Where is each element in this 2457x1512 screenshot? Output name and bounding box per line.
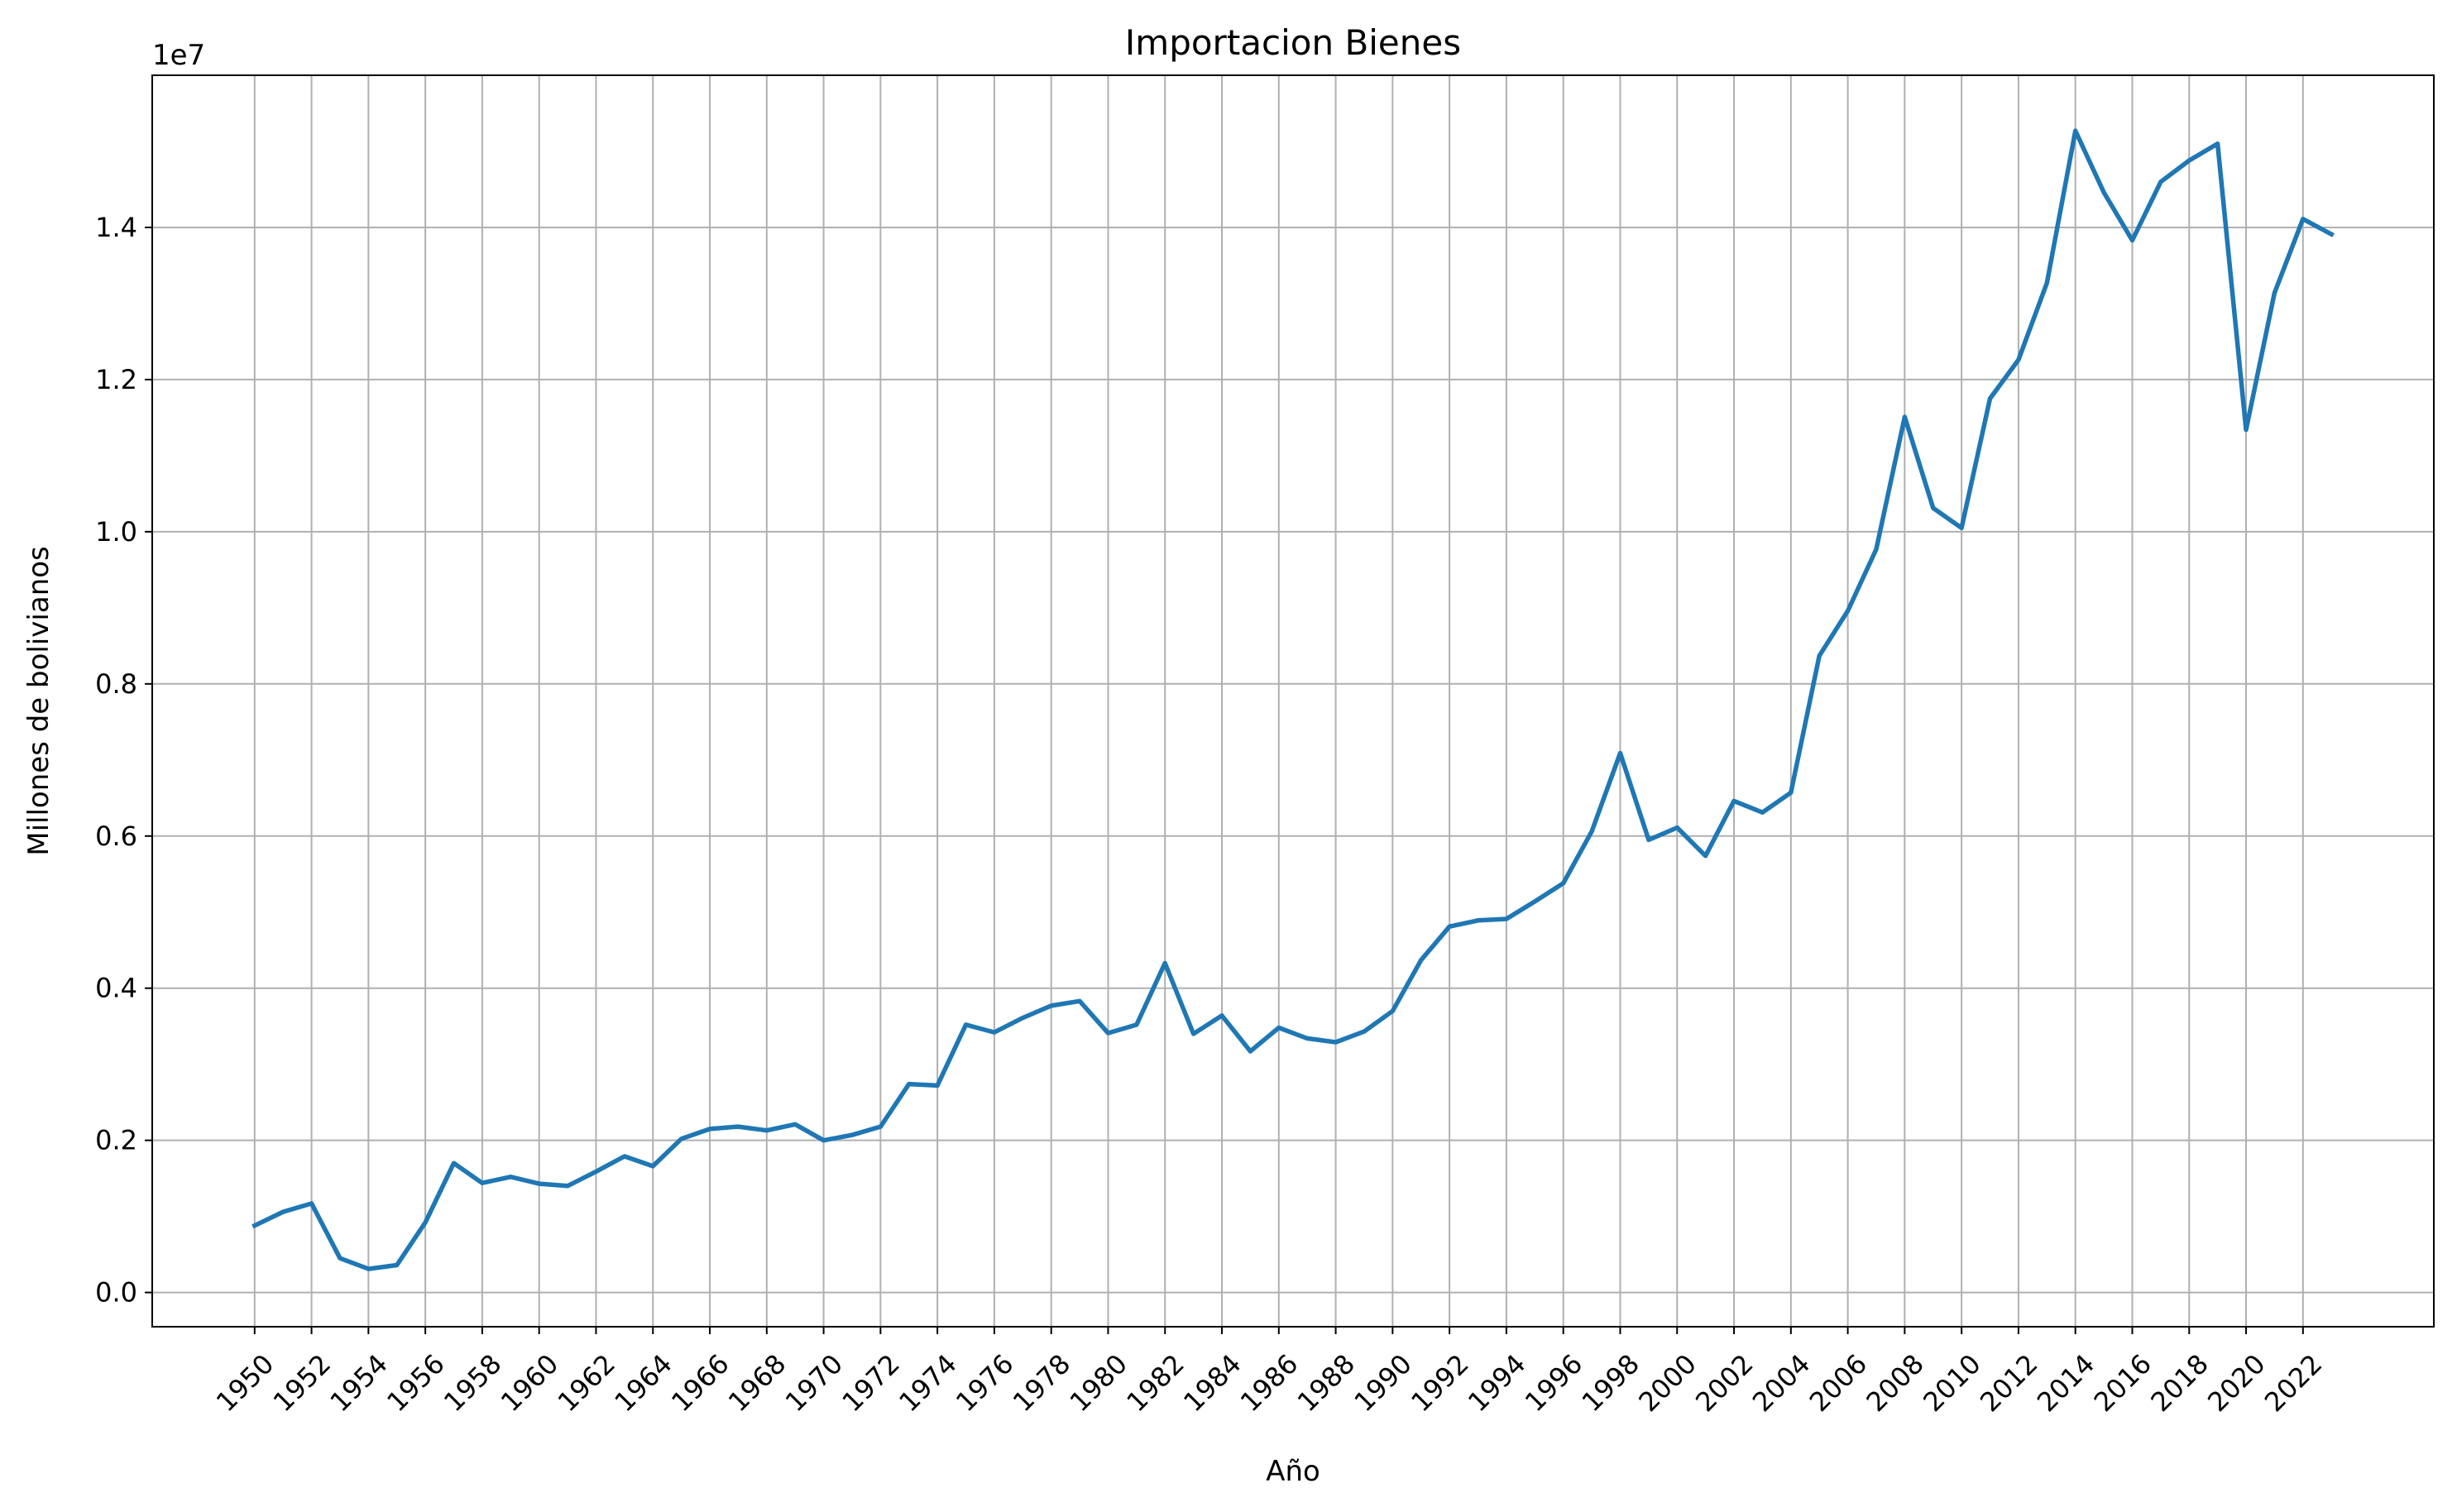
series-layer [251, 128, 2335, 1271]
y-tick-label: 1.4 [95, 212, 137, 243]
y-tick-label: 1.0 [95, 516, 137, 548]
y-tick-label: 0.2 [95, 1125, 137, 1156]
y-tick-label: 0.8 [95, 668, 137, 700]
grid-lines [152, 75, 2434, 1327]
y-tick-label: 0.6 [95, 821, 137, 852]
x-axis-label: Año [1266, 1455, 1320, 1488]
y-tick-label: 1.2 [95, 364, 137, 395]
y-axis-label: Millones de bolivianos [22, 546, 55, 856]
y-tick-label: 0.4 [95, 973, 137, 1004]
series-line-0 [251, 128, 2335, 1271]
plot-frame [151, 74, 2435, 1328]
y-tick-label: 0.0 [95, 1277, 137, 1309]
y-axis-scale-label: 1e7 [152, 39, 205, 72]
chart-title: Importacion Bienes [1125, 22, 1461, 63]
